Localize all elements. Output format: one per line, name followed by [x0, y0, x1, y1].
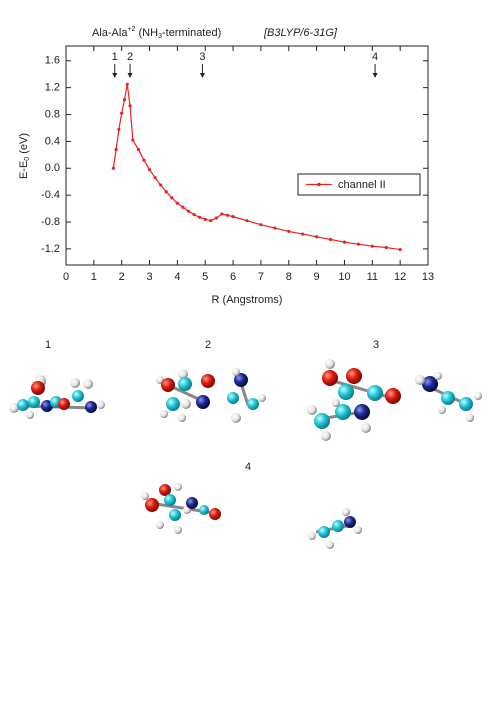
title-main: Ala-Ala — [92, 27, 128, 39]
point — [170, 196, 174, 200]
structure-label: 3 — [373, 339, 379, 351]
annotation-label: 4 — [372, 51, 378, 63]
plot-frame — [65, 45, 429, 266]
point — [356, 242, 360, 246]
point — [128, 104, 132, 108]
title-mid: (NH — [135, 27, 158, 39]
x-tick-label: 12 — [394, 271, 406, 283]
x-tick-label: 8 — [286, 271, 292, 283]
point — [259, 223, 263, 227]
legend-label: channel II — [338, 179, 386, 191]
point — [225, 213, 230, 217]
point — [125, 82, 129, 86]
point — [142, 158, 146, 162]
legend-marker — [317, 182, 321, 187]
point — [214, 216, 218, 220]
point — [120, 111, 124, 115]
x-tick-label: 13 — [422, 271, 434, 283]
x-tick-label: 6 — [230, 271, 236, 283]
point — [117, 127, 121, 131]
x-tick-label: 11 — [367, 271, 378, 283]
point — [198, 215, 202, 219]
point — [192, 213, 196, 217]
y-tick-label: 1.6 — [45, 55, 60, 67]
y-tick-label: 0.0 — [45, 162, 60, 174]
annotation-arrowhead — [127, 73, 133, 78]
y-tick-label: 0.8 — [45, 108, 60, 120]
point — [131, 138, 135, 142]
y-tick-label: 0.4 — [45, 135, 60, 147]
y-axis-label: E-E0 (eV) — [18, 133, 31, 179]
structure-3: 3 — [307, 339, 482, 441]
y-tick-label: -0.4 — [41, 189, 60, 201]
y-label-sub: 0 — [24, 157, 31, 161]
y-tick-label: 1.2 — [45, 82, 60, 94]
y-label-end: (eV) — [18, 133, 30, 157]
x-tick-label: 0 — [63, 271, 69, 283]
point — [159, 183, 163, 187]
chart-title: Ala-Ala+2 (NH3-terminated) — [92, 26, 221, 40]
annotation-arrowhead — [112, 73, 118, 78]
y-label-main: E-E — [18, 161, 30, 179]
point — [231, 215, 235, 219]
structure-label: 4 — [245, 461, 251, 473]
point — [122, 98, 127, 102]
x-tick-label: 1 — [91, 271, 97, 283]
point — [175, 201, 179, 205]
title-sup: +2 — [127, 26, 135, 33]
annotation-label: 2 — [127, 51, 133, 63]
chart: Ala-Ala+2 (NH3-terminated) [B3LYP/6-31G]… — [18, 26, 434, 306]
point — [114, 147, 118, 152]
annotation-label: 3 — [199, 51, 205, 63]
point — [209, 219, 213, 223]
x-tick-label: 9 — [314, 271, 320, 283]
structure-label: 2 — [205, 339, 211, 351]
structure-1: 1 — [9, 339, 105, 419]
x-axis-label: R (Angstroms) — [212, 294, 283, 306]
point — [301, 232, 305, 236]
x-tick-label: 5 — [202, 271, 208, 283]
x-tick-label: 7 — [258, 271, 264, 283]
x-tick-label: 3 — [146, 271, 152, 283]
series-line — [112, 84, 401, 251]
annotation-arrowhead — [372, 73, 378, 78]
point — [181, 205, 185, 209]
point — [186, 209, 191, 213]
point — [245, 219, 249, 223]
point — [220, 212, 224, 216]
point — [153, 176, 157, 180]
annotation-label: 1 — [112, 51, 118, 63]
y-tick-label: -0.8 — [41, 216, 60, 228]
point — [287, 229, 291, 234]
title-end: -terminated) — [162, 27, 221, 39]
y-tick-label: -1.2 — [41, 243, 60, 255]
x-tick-label: 4 — [174, 271, 180, 283]
annotation-arrowhead — [199, 73, 205, 78]
point — [315, 235, 319, 239]
title-sub: 3 — [158, 33, 162, 40]
point — [342, 240, 347, 244]
point — [273, 226, 277, 230]
point — [328, 237, 333, 242]
structure-label: 1 — [45, 339, 51, 351]
title-method: [B3LYP/6-31G] — [263, 27, 338, 39]
structure-4: 4 — [141, 461, 362, 549]
point — [203, 217, 207, 221]
point — [136, 147, 140, 152]
structure-2: 2 — [156, 339, 266, 423]
legend-box — [297, 173, 421, 196]
point — [164, 190, 168, 194]
point — [398, 247, 402, 252]
point — [370, 244, 374, 248]
point — [111, 166, 115, 170]
point — [384, 245, 388, 250]
x-tick-label: 2 — [119, 271, 125, 283]
point — [147, 168, 152, 172]
x-tick-label: 10 — [338, 271, 350, 283]
